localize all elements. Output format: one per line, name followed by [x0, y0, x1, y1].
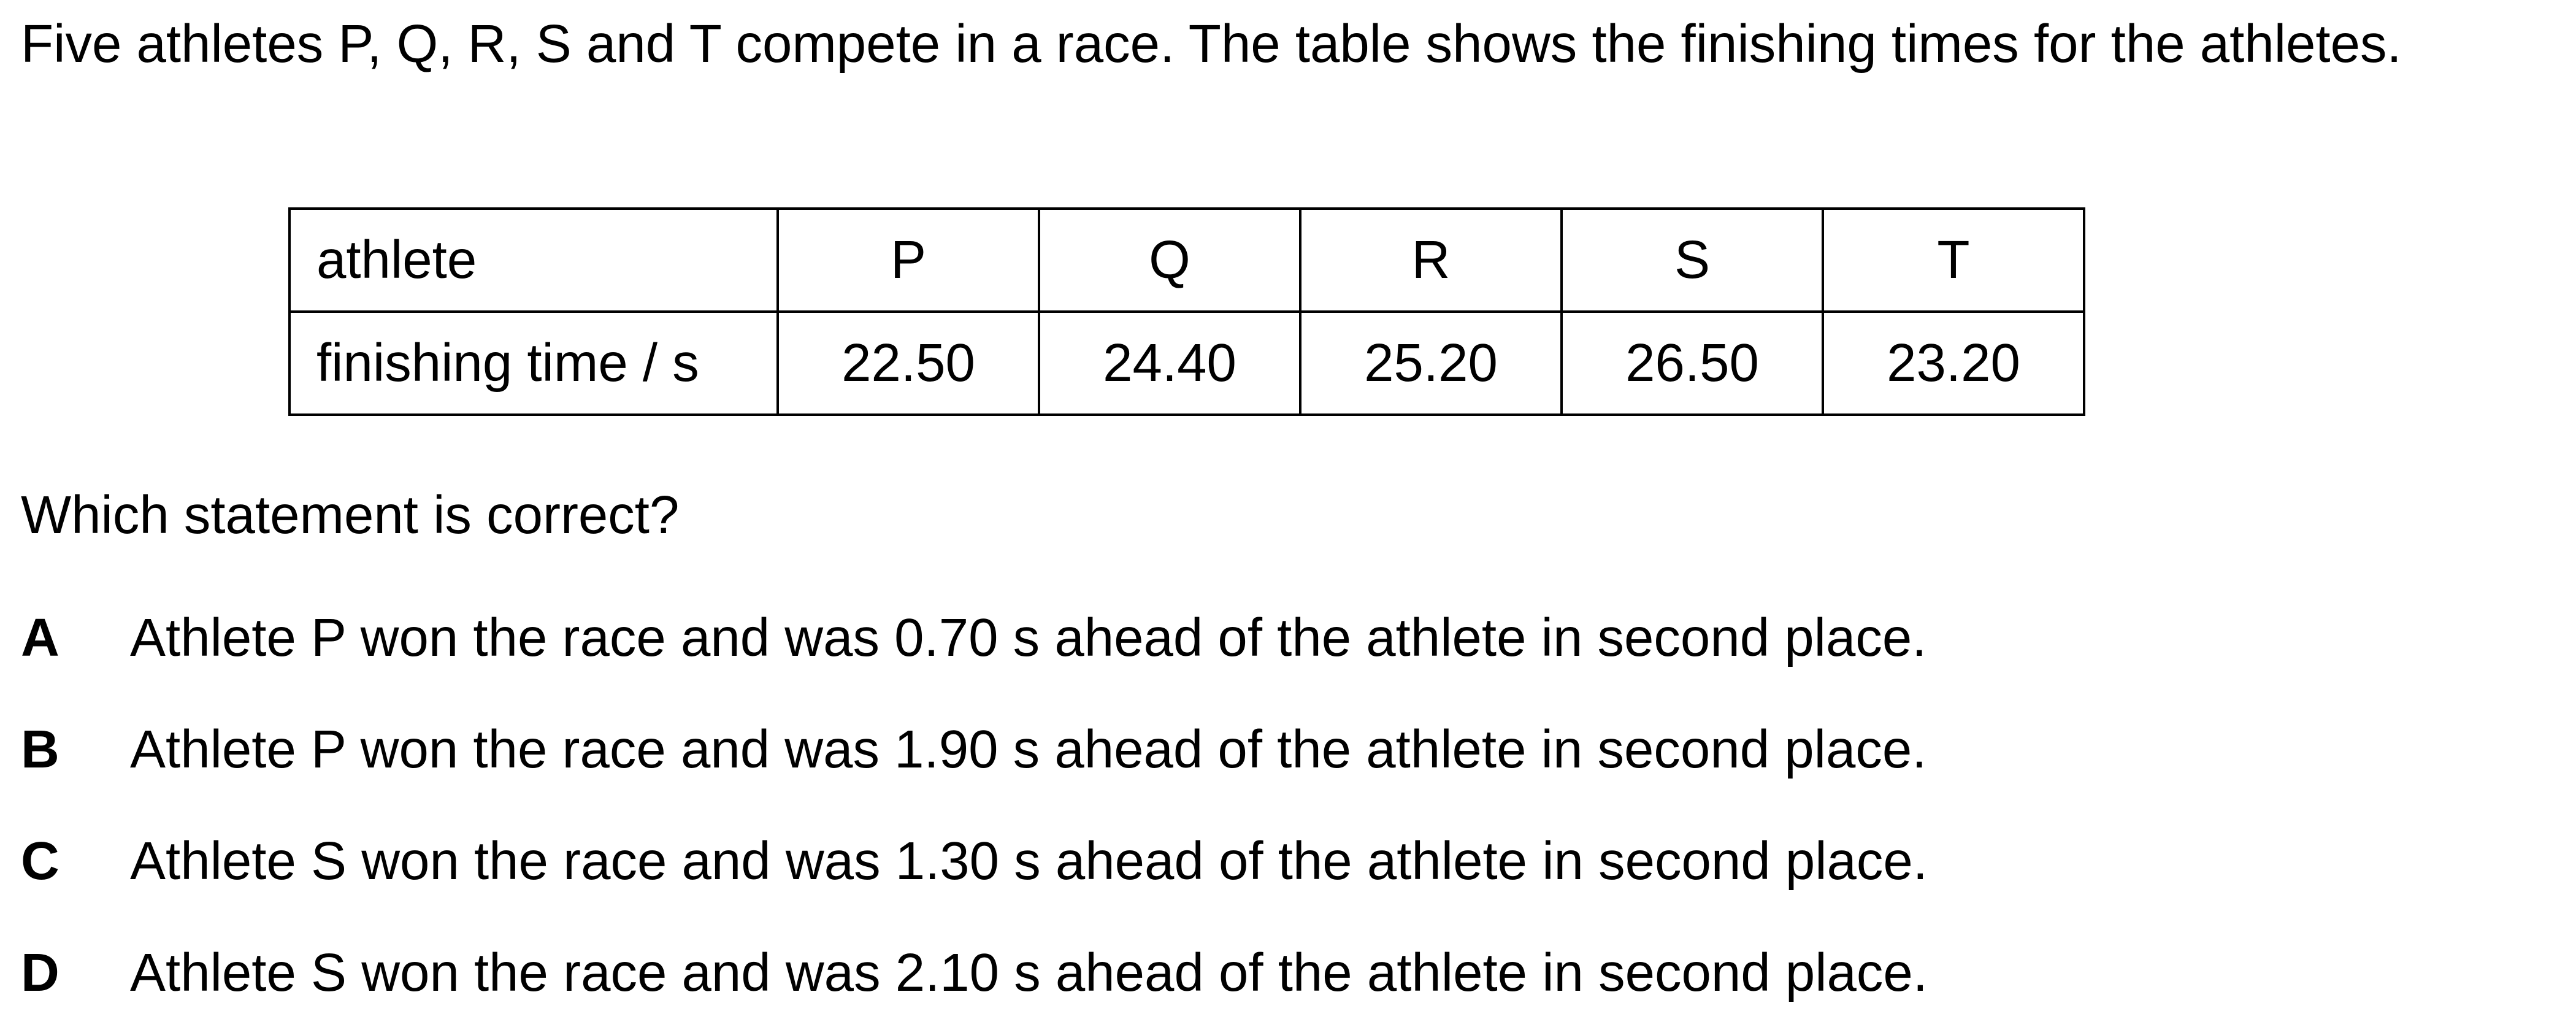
time-cell-p: 22.50	[776, 310, 1040, 416]
row-header-finishing-time: finishing time / s	[288, 310, 779, 416]
option-d[interactable]: D Athlete S won the race and was 2.10 s a…	[21, 942, 1928, 1004]
time-cell-t: 23.20	[1822, 310, 2085, 416]
athlete-cell-s: S	[1560, 207, 1824, 313]
option-letter: C	[21, 831, 59, 891]
option-text: Athlete P won the race and was 1.90 s ah…	[130, 720, 1927, 779]
athlete-cell-q: Q	[1038, 207, 1301, 313]
option-letter: B	[21, 720, 59, 779]
time-cell-r: 25.20	[1299, 310, 1563, 416]
row-header-athlete: athlete	[288, 207, 779, 313]
intro-text: Five athletes P, Q, R, S and T compete i…	[21, 14, 2402, 74]
option-letter: A	[21, 608, 59, 667]
question-text: Which statement is correct?	[21, 485, 680, 545]
option-letter: D	[21, 943, 59, 1002]
finishing-times-table: athlete P Q R S T finishing time / s 22.…	[288, 207, 2085, 416]
table-row-times: finishing time / s 22.50 24.40 25.20 26.…	[288, 310, 2085, 416]
time-cell-q: 24.40	[1038, 310, 1301, 416]
athlete-cell-t: T	[1822, 207, 2085, 313]
option-text: Athlete P won the race and was 0.70 s ah…	[130, 608, 1927, 667]
option-text: Athlete S won the race and was 2.10 s ah…	[130, 943, 1928, 1002]
athlete-cell-p: P	[776, 207, 1040, 313]
athlete-cell-r: R	[1299, 207, 1563, 313]
option-c[interactable]: C Athlete S won the race and was 1.30 s a…	[21, 831, 1928, 892]
option-b[interactable]: B Athlete P won the race and was 1.90 s a…	[21, 719, 1926, 780]
time-cell-s: 26.50	[1560, 310, 1824, 416]
table-row-athletes: athlete P Q R S T	[288, 207, 2085, 313]
option-a[interactable]: A Athlete P won the race and was 0.70 s a…	[21, 607, 1926, 669]
option-text: Athlete S won the race and was 1.30 s ah…	[130, 831, 1928, 891]
